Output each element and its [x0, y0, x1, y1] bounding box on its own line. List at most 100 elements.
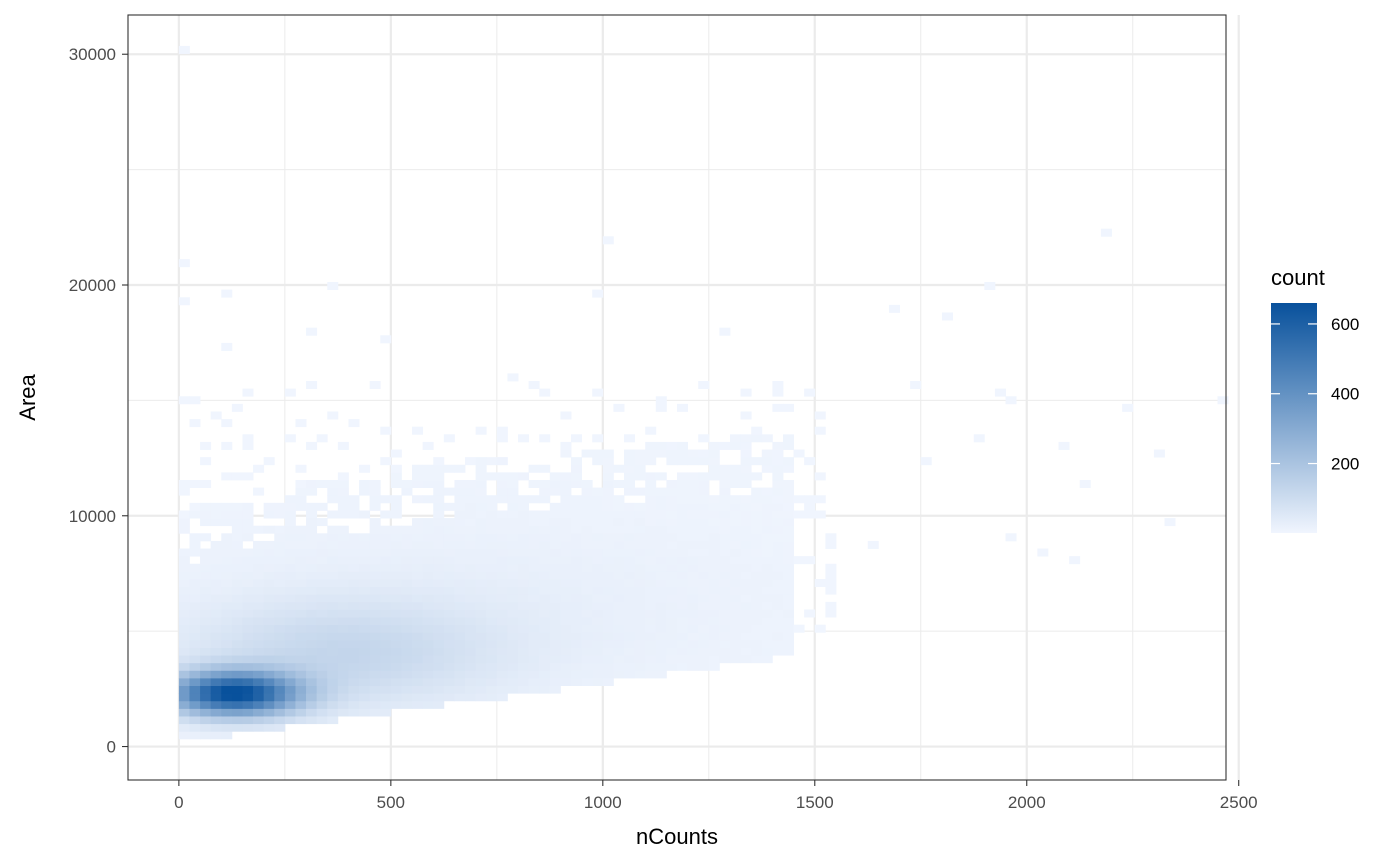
heatmap-bin [687, 457, 699, 466]
heatmap-bin [189, 685, 201, 694]
heatmap-bin [613, 632, 625, 641]
heatmap-bin [528, 495, 540, 504]
heatmap-bin [200, 548, 212, 557]
heatmap-bin [549, 639, 561, 648]
heatmap-bin [549, 586, 561, 595]
heatmap-bin [560, 548, 572, 557]
heatmap-bin [719, 327, 731, 336]
heatmap-bin [549, 678, 561, 687]
heatmap-bin [200, 441, 212, 450]
heatmap-bin [200, 586, 212, 595]
heatmap-bin [496, 563, 508, 572]
heatmap-bin [677, 579, 688, 588]
heatmap-bin [433, 632, 445, 641]
heatmap-bin [401, 624, 413, 633]
heatmap-bin [740, 579, 752, 588]
heatmap-bin [401, 639, 413, 648]
heatmap-bin [634, 670, 646, 679]
heatmap-bin [571, 495, 583, 504]
heatmap-bin [687, 655, 699, 664]
heatmap-bin [1153, 449, 1165, 458]
heatmap-bin [698, 647, 710, 656]
heatmap-bin [677, 594, 688, 603]
heatmap-bin [518, 678, 530, 687]
heatmap-bin [549, 556, 561, 565]
heatmap-bin [772, 457, 784, 466]
heatmap-bin [761, 579, 773, 588]
heatmap-bin [761, 548, 773, 557]
heatmap-bin [380, 700, 392, 709]
heatmap-bin [708, 502, 720, 511]
heatmap-bin [751, 518, 763, 527]
heatmap-bin [496, 487, 508, 496]
heatmap-bin [306, 632, 318, 641]
heatmap-bin [337, 510, 349, 519]
heatmap-bin [390, 655, 402, 664]
heatmap-bin [782, 579, 794, 588]
heatmap-bin [284, 594, 296, 603]
heatmap-bin [443, 624, 455, 633]
heatmap-bin [443, 540, 455, 549]
heatmap-bin [242, 655, 254, 664]
heatmap-bin [782, 594, 794, 603]
heatmap-bin [422, 464, 434, 473]
heatmap-bin [518, 624, 530, 633]
heatmap-bin [178, 601, 190, 610]
heatmap-bin [348, 624, 360, 633]
heatmap-bin [200, 624, 212, 633]
heatmap-bin [380, 510, 392, 519]
heatmap-bin [274, 594, 286, 603]
heatmap-bin [698, 563, 710, 572]
heatmap-bin [772, 586, 784, 595]
heatmap-bin [231, 586, 243, 595]
heatmap-bin [253, 685, 265, 694]
heatmap-bin [274, 502, 286, 511]
heatmap-bin [634, 449, 646, 458]
heatmap-bin [782, 563, 794, 572]
heatmap-bin [549, 579, 561, 588]
heatmap-bin [380, 609, 392, 618]
heatmap-bin [708, 579, 720, 588]
heatmap-bin [496, 693, 508, 702]
heatmap-bin [178, 716, 190, 725]
heatmap-bin [401, 632, 413, 641]
heatmap-bin [571, 678, 583, 687]
heatmap-bin [677, 502, 688, 511]
heatmap-bin [422, 556, 434, 565]
heatmap-bin [761, 617, 773, 626]
heatmap-bin [708, 441, 720, 450]
heatmap-bin [571, 601, 583, 610]
heatmap-bin [677, 624, 688, 633]
heatmap-bin [327, 700, 339, 709]
x-tick-label: 1000 [584, 793, 622, 812]
heatmap-bin [263, 624, 275, 633]
x-tick-label: 500 [377, 793, 405, 812]
heatmap-bin [518, 533, 530, 542]
heatmap-bin [634, 563, 646, 572]
heatmap-bin [359, 510, 371, 519]
heatmap-bin [200, 502, 212, 511]
heatmap-bin [316, 586, 328, 595]
heatmap-bin [284, 502, 296, 511]
heatmap-bin [1217, 396, 1229, 405]
heatmap-bin [274, 525, 286, 534]
heatmap-bin [475, 457, 487, 466]
heatmap-bin [560, 472, 572, 481]
heatmap-bin [369, 571, 381, 580]
heatmap-bin [454, 670, 466, 679]
heatmap-bin [645, 525, 657, 534]
heatmap-bin [666, 647, 678, 656]
heatmap-bin [782, 510, 794, 519]
heatmap-bin [316, 480, 328, 489]
heatmap-bin [380, 426, 392, 435]
heatmap-bin [401, 594, 413, 603]
heatmap-bin [634, 617, 646, 626]
heatmap-bin [189, 419, 201, 428]
heatmap-bin [221, 472, 233, 481]
heatmap-bin [348, 700, 360, 709]
heatmap-bin [443, 571, 455, 580]
heatmap-bin [359, 662, 371, 671]
heatmap-bin [772, 617, 784, 626]
heatmap-bin [316, 533, 328, 542]
heatmap-bin [231, 678, 243, 687]
